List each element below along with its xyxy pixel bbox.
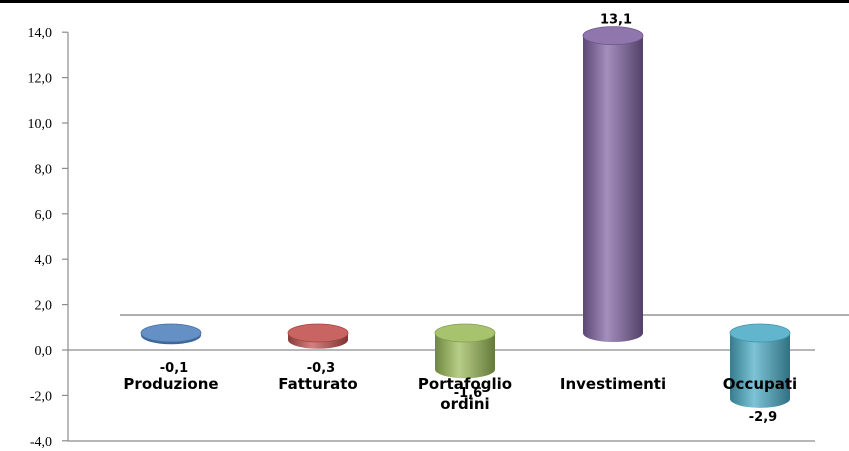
bar-top — [582, 26, 644, 46]
data-label: -2,9 — [749, 410, 777, 425]
data-label: -0,1 — [160, 361, 188, 376]
y-tick-label: -2,0 — [30, 389, 52, 404]
bar-top — [434, 323, 496, 343]
category-label: Investimenti — [560, 375, 666, 393]
bar-body — [583, 35, 643, 342]
bar-top — [140, 323, 202, 343]
bar-top — [729, 323, 791, 343]
bars — [140, 26, 791, 408]
y-tick-label: 2,0 — [35, 299, 53, 314]
category-label: Occupati — [723, 375, 797, 393]
category-label: ordini — [440, 395, 489, 413]
y-tick-label: 4,0 — [35, 253, 53, 268]
bar-top — [287, 323, 349, 343]
data-label: -1,6 — [454, 386, 482, 401]
data-label: -0,3 — [307, 361, 335, 376]
top-edge-bar — [0, 0, 849, 3]
category-label: Produzione — [123, 375, 218, 393]
bar-body — [730, 333, 790, 408]
bar-body — [435, 333, 495, 379]
category-label: Fatturato — [278, 375, 358, 393]
y-tick-label: 6,0 — [35, 208, 53, 223]
data-label: 13,1 — [600, 13, 632, 28]
y-tick-label: -4,0 — [30, 435, 52, 450]
y-axis: 14,0 12,0 10,0 8,0 6,0 4,0 2,0 0,0 -2,0 -4,0 — [28, 26, 69, 450]
data-labels: -0,1 -0,3 -1,6 13,1 -2,9 — [160, 13, 777, 425]
y-tick-label: 10,0 — [28, 117, 53, 132]
y-tick-label: 8,0 — [35, 162, 53, 177]
y-tick-label: 12,0 — [28, 72, 53, 87]
y-tick-label: 14,0 — [28, 26, 53, 41]
category-labels: Produzione Fatturato Portafoglio ordini Inve… — [123, 375, 797, 413]
y-tick-label: 0,0 — [35, 344, 53, 359]
category-label: Portafoglio — [418, 375, 512, 393]
